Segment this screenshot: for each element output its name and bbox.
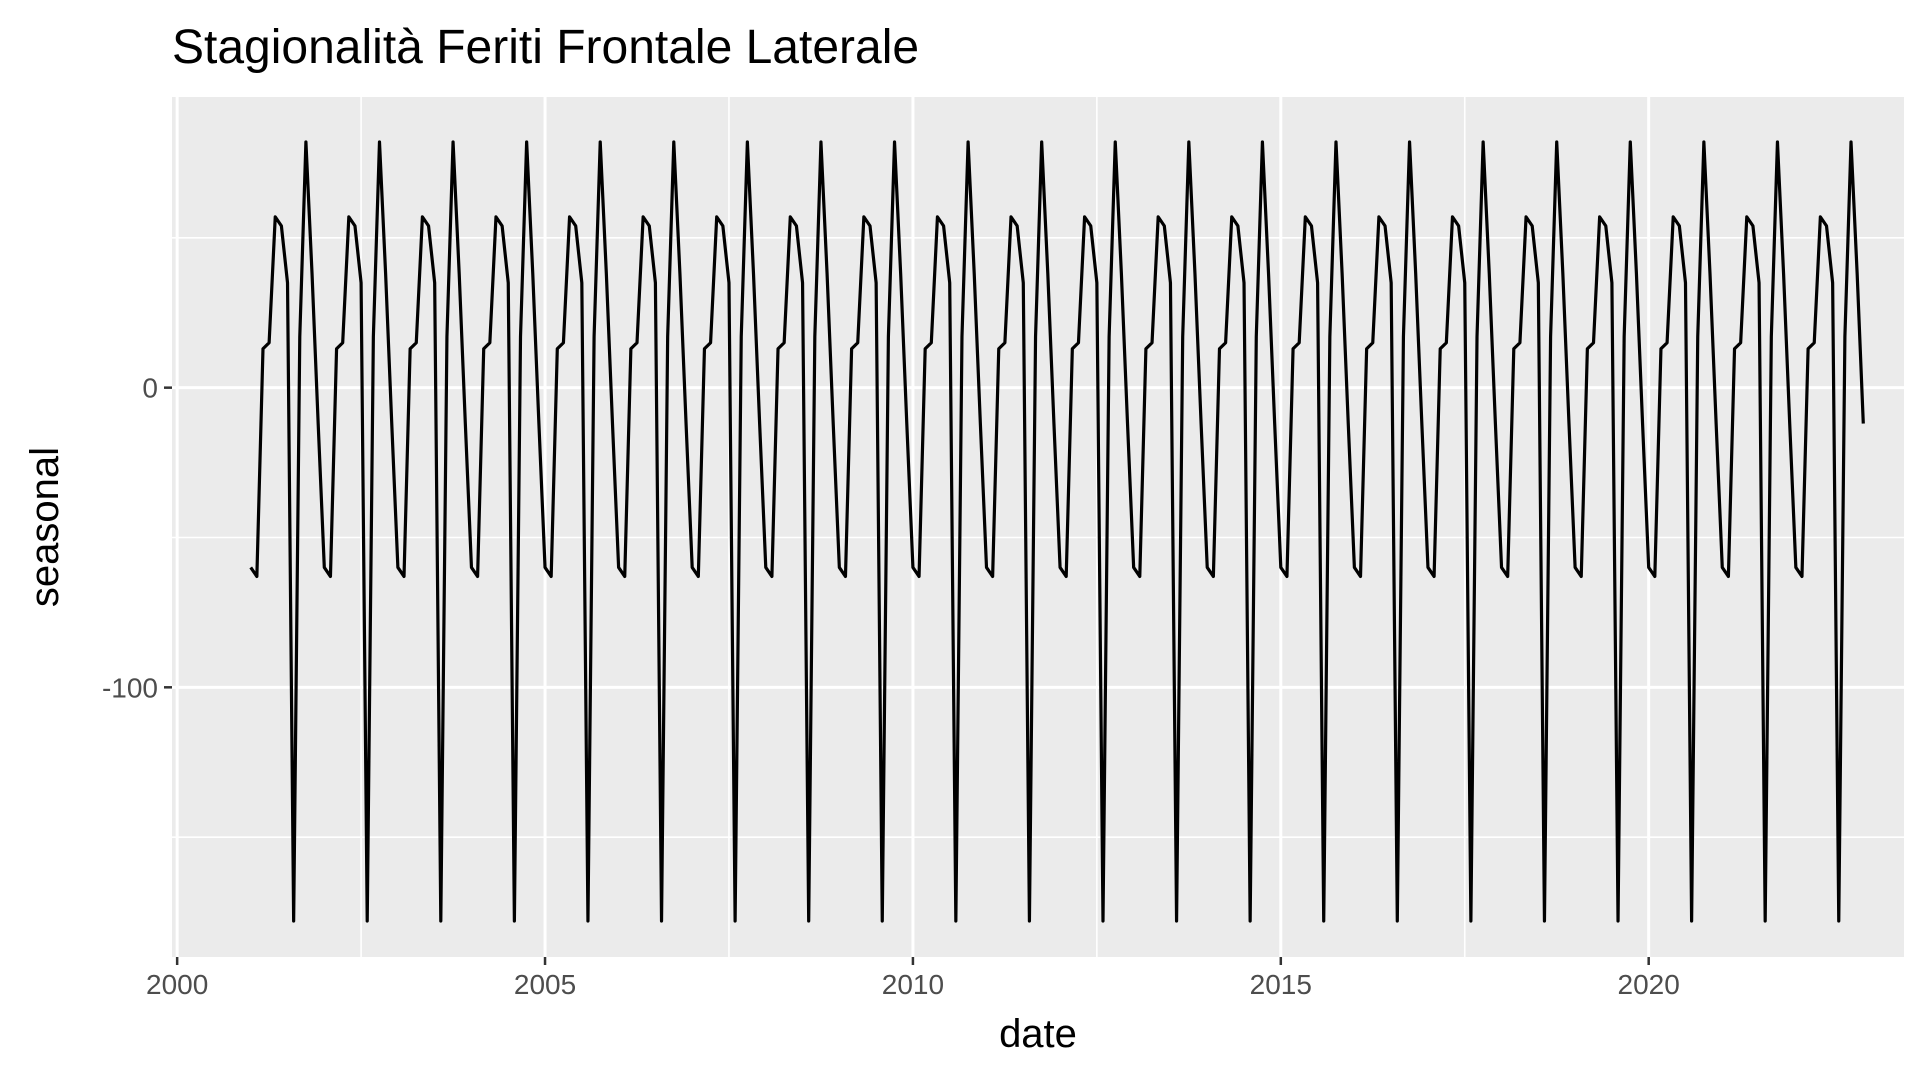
x-tick-label: 2000 [146, 969, 208, 1000]
x-axis-title: date [999, 1012, 1077, 1056]
x-tick-label: 2005 [514, 969, 576, 1000]
x-tick-label: 2015 [1250, 969, 1312, 1000]
chart-title: Stagionalità Feriti Frontale Laterale [172, 21, 919, 74]
y-tick-label: -100 [102, 672, 158, 703]
seasonal-series-line [249, 140, 1865, 923]
y-tick-label: 0 [142, 373, 158, 404]
y-axis: 0 -100 [102, 373, 172, 703]
x-tick-label: 2010 [882, 969, 944, 1000]
major-gridlines [172, 97, 1904, 957]
y-axis-title: seasonal [23, 447, 67, 607]
x-tick-label: 2020 [1618, 969, 1680, 1000]
x-axis: 2000 2005 2010 2015 2020 [146, 957, 1680, 1000]
